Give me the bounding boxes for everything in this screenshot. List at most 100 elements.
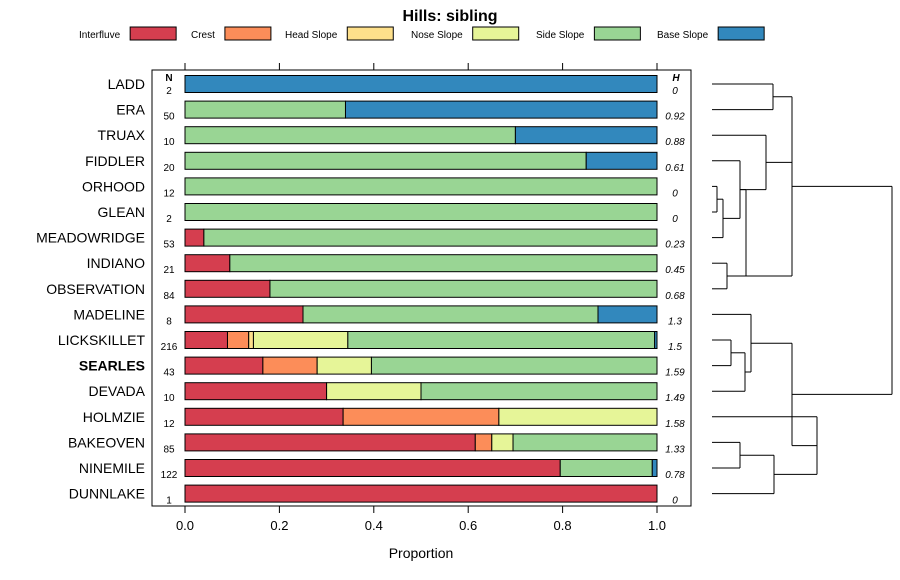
legend-item: Nose Slope (411, 26, 520, 41)
row-label: SEARLES (79, 358, 145, 374)
row-label: HOLMZIE (83, 409, 145, 425)
row-holmzie: HOLMZIE 12 1.58 (83, 407, 685, 430)
bar-segment-nose-slope (316, 356, 372, 375)
row-h-value: 1.5 (668, 342, 682, 353)
dendrogram (712, 83, 893, 495)
row-devada: DEVADA 10 1.49 (88, 382, 685, 404)
row-label: OBSERVATION (46, 281, 145, 297)
row-h-value: 0.45 (665, 265, 685, 276)
bar-segment-base-slope (597, 305, 658, 324)
row-label: LICKSKILLET (58, 332, 146, 348)
legend-swatch (224, 26, 272, 41)
bar-segment-side-slope (512, 433, 658, 452)
row-n-value: 8 (166, 316, 172, 327)
x-tick-label: 0.6 (459, 518, 477, 533)
legend-item: Head Slope (285, 26, 394, 41)
row-n-value: 85 (163, 444, 175, 455)
bar-segment-side-slope (370, 356, 658, 375)
row-label: ORHOOD (82, 178, 145, 194)
bar-segment-side-slope (184, 126, 516, 145)
bar-segment-crest (226, 331, 250, 349)
bar-segment-side-slope (347, 331, 656, 349)
row-h-value: 0 (672, 214, 678, 225)
legend-item: Interfluve (79, 26, 177, 41)
row-label: GLEAN (98, 204, 145, 220)
row-n-value: 12 (163, 419, 175, 430)
row-h-value: 1.58 (665, 419, 685, 430)
x-tick-label: 0.4 (365, 518, 383, 533)
row-n-value: 122 (161, 470, 178, 481)
x-tick-label: 0.2 (270, 518, 288, 533)
row-label: MEADOWRIDGE (36, 230, 145, 246)
legend-swatch (717, 26, 765, 41)
bar-segment-base-slope (184, 75, 658, 93)
top-axis-ticks (184, 63, 658, 70)
x-axis-title: Proportion (389, 545, 454, 561)
bar-segment-interfluve (184, 254, 231, 273)
bar-segment-base-slope (344, 100, 658, 119)
row-n-value: 2 (166, 86, 172, 97)
bar-segment-side-slope (229, 254, 658, 273)
bar-segment-side-slope (269, 279, 658, 298)
bar-segment-side-slope (184, 100, 346, 119)
row-madeline: MADELINE 8 1.3 (73, 305, 682, 327)
row-meadowridge: MEADOWRIDGE 53 0.23 (36, 228, 685, 251)
row-era: ERA 50 0.92 (116, 100, 685, 123)
row-label: LADD (108, 76, 145, 92)
row-bakeoven: BAKEOVEN 85 1.33 (68, 433, 685, 455)
bar-segment-interfluve (184, 228, 205, 247)
row-label: MADELINE (73, 306, 145, 322)
row-lickskillet: LICKSKILLET 216 1.5 (58, 331, 682, 353)
row-n-value: 43 (163, 368, 175, 379)
legend-item: Base Slope (657, 26, 765, 41)
row-truax: TRUAX 10 0.88 (98, 126, 685, 148)
row-label: BAKEOVEN (68, 434, 145, 450)
row-n-value: 10 (163, 393, 175, 404)
row-n-value: 20 (163, 163, 175, 174)
row-h-value: 0.78 (665, 470, 685, 481)
row-dunnlake: DUNNLAKE 1 0 (69, 484, 678, 507)
row-label: TRUAX (98, 127, 146, 143)
bar-segment-interfluve (184, 484, 658, 503)
bar-segment-base-slope (651, 459, 658, 477)
row-h-value: 0.23 (665, 240, 685, 251)
row-observation: OBSERVATION 84 0.68 (46, 279, 685, 302)
row-h-value: 0.68 (665, 291, 685, 302)
legend-swatch (472, 26, 520, 41)
row-h-value: 1.3 (668, 316, 682, 327)
x-tick-label: 0.8 (554, 518, 572, 533)
row-n-value: 21 (163, 265, 175, 276)
row-label: DUNNLAKE (69, 486, 145, 502)
row-n-value: 2 (166, 214, 172, 225)
row-h-value: 1.49 (665, 393, 685, 404)
legend-swatch (129, 26, 177, 41)
bar-segment-side-slope (184, 203, 658, 221)
bar-segment-base-slope (514, 126, 658, 145)
bar-segment-interfluve (184, 407, 344, 426)
bar-segment-interfluve (184, 382, 328, 401)
bar-segment-base-slope (585, 151, 658, 170)
row-h-value: 0 (672, 86, 678, 97)
row-searles: SEARLES 43 1.59 (79, 356, 685, 379)
legend-label: Nose Slope (411, 30, 463, 41)
x-tick-label: 1.0 (648, 518, 666, 533)
bar-segment-interfluve (184, 356, 264, 375)
bar-segment-head-slope (248, 331, 254, 349)
bar-segment-nose-slope (491, 433, 514, 452)
legend-item: Side Slope (536, 26, 641, 41)
n-column-header: N (165, 73, 172, 84)
row-n-value: 53 (163, 240, 175, 251)
chart-title: Hills: sibling (402, 8, 497, 25)
row-n-value: 84 (163, 291, 175, 302)
row-fiddler: FIDDLER 20 0.61 (85, 151, 685, 174)
bar-segment-interfluve (184, 331, 228, 349)
row-n-value: 10 (163, 137, 175, 148)
row-n-value: 1 (166, 496, 172, 507)
legend: Interfluve Crest Head Slope Nose Slope Side … (79, 26, 765, 41)
row-label: DEVADA (88, 383, 145, 399)
bar-segment-interfluve (184, 433, 476, 452)
legend-item: Crest (191, 26, 272, 41)
row-ninemile: NINEMILE 122 0.78 (79, 459, 685, 481)
bar-segment-nose-slope (252, 331, 349, 349)
